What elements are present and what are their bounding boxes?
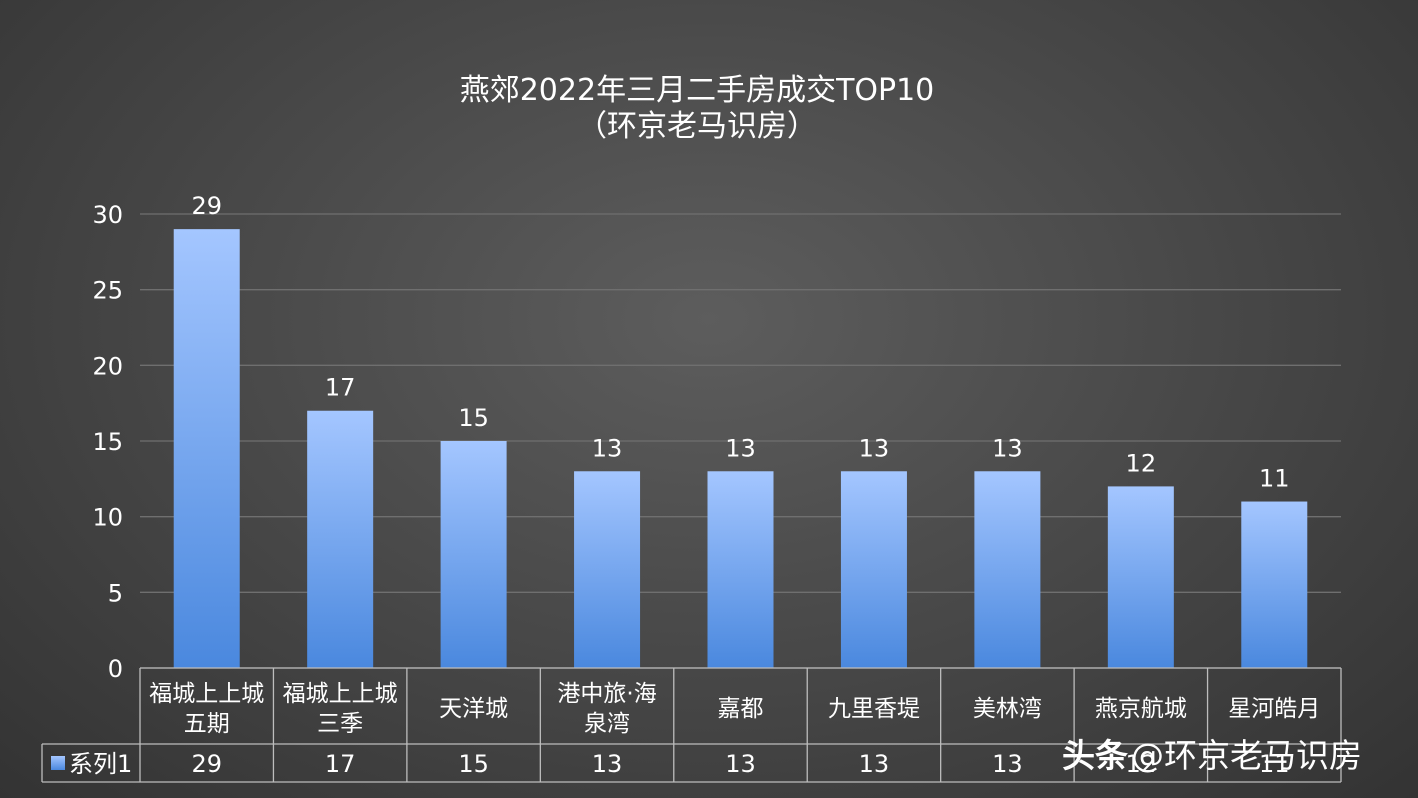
table-value: 12 xyxy=(1126,750,1157,778)
watermark-logo: 头条 xyxy=(1062,736,1128,775)
category-label: 九里香堤 xyxy=(828,696,920,722)
table-value: 29 xyxy=(191,750,222,778)
bar xyxy=(307,410,374,668)
y-tick-label: 30 xyxy=(92,201,123,229)
data-label: 13 xyxy=(725,434,756,462)
category-label: 福城上上城 xyxy=(149,681,264,707)
category-label: 泉湾 xyxy=(584,711,630,737)
category-label: 港中旅·海 xyxy=(557,681,656,707)
data-label: 12 xyxy=(1126,449,1157,477)
bar xyxy=(574,471,641,668)
bar xyxy=(840,471,907,668)
data-label: 13 xyxy=(859,434,890,462)
data-label: 13 xyxy=(992,434,1023,462)
y-tick-label: 25 xyxy=(92,277,123,305)
data-label: 15 xyxy=(458,404,489,432)
category-label: 五期 xyxy=(184,711,230,737)
y-tick-label: 15 xyxy=(92,428,123,456)
table-value: 17 xyxy=(325,750,356,778)
table-value: 13 xyxy=(592,750,623,778)
table-value: 13 xyxy=(725,750,756,778)
data-label: 17 xyxy=(325,374,356,402)
category-label: 美林湾 xyxy=(973,696,1042,722)
chart-subtitle: （环京老马识房） xyxy=(577,109,817,144)
category-label: 天洋城 xyxy=(439,696,508,722)
table-value: 11 xyxy=(1259,750,1290,778)
category-label: 三季 xyxy=(317,711,363,737)
bar xyxy=(173,229,240,668)
data-label: 29 xyxy=(191,192,222,220)
category-label: 嘉都 xyxy=(718,696,764,722)
data-labels: 29 17 15 13 13 13 13 12 11 xyxy=(191,192,1289,492)
data-label: 11 xyxy=(1259,465,1290,493)
watermark: 头条 @环京老马识房 xyxy=(1062,736,1362,775)
bar xyxy=(1241,501,1308,668)
category-label: 燕京航城 xyxy=(1095,696,1187,722)
table-value: 13 xyxy=(992,750,1023,778)
y-tick-label: 0 xyxy=(108,655,123,683)
watermark-text: @环京老马识房 xyxy=(1131,736,1362,775)
bar xyxy=(1107,486,1174,668)
table-value: 15 xyxy=(458,750,489,778)
category-label: 星河皓月 xyxy=(1228,696,1320,722)
y-tick-label: 20 xyxy=(92,352,123,380)
y-tick-label: 5 xyxy=(108,579,123,607)
data-label: 13 xyxy=(592,434,623,462)
legend-swatch xyxy=(51,756,65,770)
y-tick-label: 10 xyxy=(92,504,123,532)
chart-title: 燕郊2022年三月二手房成交TOP10 xyxy=(460,73,935,108)
y-axis-ticks: 0 5 10 15 20 25 30 xyxy=(92,201,123,683)
bars xyxy=(173,229,1308,668)
legend-series-name: 系列1 xyxy=(69,750,132,778)
bar xyxy=(440,441,507,668)
category-label: 福城上上城 xyxy=(283,681,398,707)
bar xyxy=(974,471,1041,668)
table-value: 13 xyxy=(859,750,890,778)
bar xyxy=(707,471,774,668)
